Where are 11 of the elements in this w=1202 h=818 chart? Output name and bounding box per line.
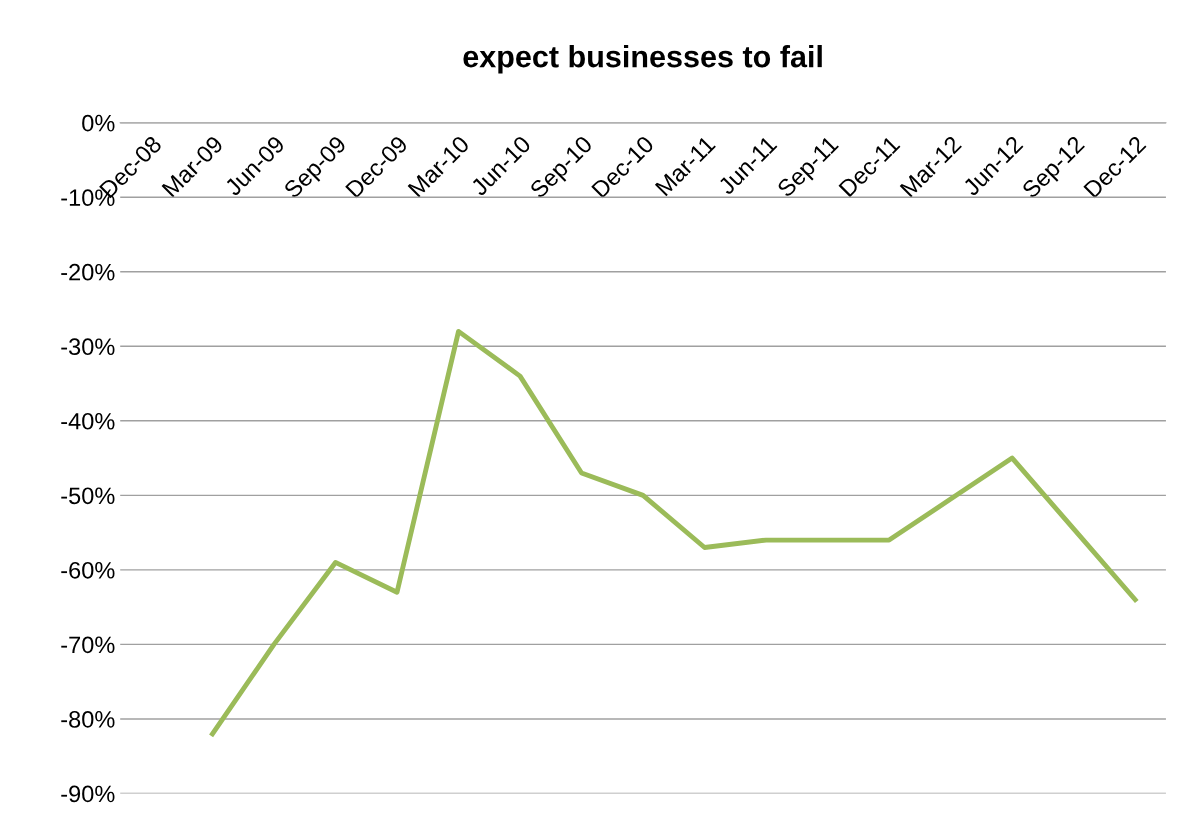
- y-tick-label: -60%: [61, 561, 115, 579]
- y-tick-label: -80%: [61, 711, 115, 728]
- y-tick-label: -50%: [61, 487, 115, 505]
- y-tick-label: -40%: [61, 412, 115, 430]
- y-tick-label: 0%: [82, 114, 115, 132]
- y-tick-label: -90%: [61, 785, 115, 803]
- line-series: [210, 328, 1138, 737]
- chart-title: expect businesses to fail: [463, 45, 822, 74]
- y-tick-label: -70%: [61, 636, 115, 654]
- y-tick-label: -30%: [61, 338, 115, 356]
- y-tick-label: -20%: [61, 263, 115, 281]
